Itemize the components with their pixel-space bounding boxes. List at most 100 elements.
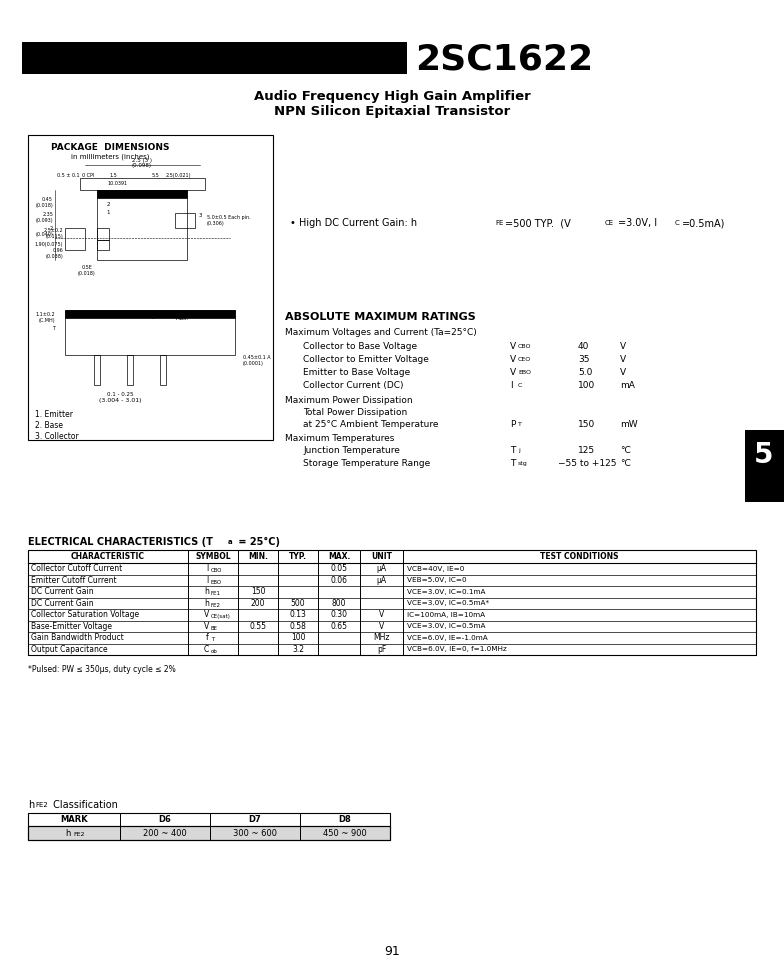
Text: CBO: CBO xyxy=(518,344,532,349)
Text: FE2: FE2 xyxy=(211,602,221,608)
Text: 1.1±0.2: 1.1±0.2 xyxy=(35,312,55,317)
Text: μA: μA xyxy=(376,564,387,573)
Text: h: h xyxy=(204,598,209,608)
Text: 0 CPI: 0 CPI xyxy=(82,173,94,178)
Text: BE: BE xyxy=(211,626,218,631)
Text: Audio Frequency High Gain Amplifier: Audio Frequency High Gain Amplifier xyxy=(254,90,530,103)
Bar xyxy=(28,135,273,440)
Text: CHARACTERISTIC: CHARACTERISTIC xyxy=(71,552,145,561)
Text: V: V xyxy=(204,622,209,631)
Text: mA: mA xyxy=(620,381,635,390)
Text: V: V xyxy=(510,355,516,364)
Text: V: V xyxy=(379,622,384,631)
Text: I: I xyxy=(207,564,209,573)
Text: T: T xyxy=(510,459,515,468)
Bar xyxy=(175,213,195,228)
Text: V: V xyxy=(620,355,626,364)
Bar xyxy=(28,813,390,840)
Text: C: C xyxy=(675,220,680,226)
Text: 1: 1 xyxy=(107,210,110,215)
Text: j: j xyxy=(518,448,520,453)
Text: 3.2: 3.2 xyxy=(292,645,304,654)
Text: C: C xyxy=(204,645,209,654)
Text: (0.115): (0.115) xyxy=(45,234,63,239)
Text: 1. Emitter: 1. Emitter xyxy=(35,410,73,419)
Bar xyxy=(97,190,187,260)
Text: 100: 100 xyxy=(578,381,595,390)
Text: f: f xyxy=(206,633,209,642)
Text: 5: 5 xyxy=(754,441,774,469)
Text: 3: 3 xyxy=(199,213,202,218)
Text: 500: 500 xyxy=(291,598,305,608)
Text: 0.55: 0.55 xyxy=(249,622,267,631)
Text: CEO: CEO xyxy=(518,357,532,362)
Text: V: V xyxy=(510,342,516,351)
Text: (0.0001): (0.0001) xyxy=(243,361,264,366)
Bar xyxy=(80,178,205,190)
Text: Maximum Voltages and Current (Ta=25°C): Maximum Voltages and Current (Ta=25°C) xyxy=(285,328,477,337)
Text: 5.0±0.5 Each pin.: 5.0±0.5 Each pin. xyxy=(207,215,251,220)
Text: 1.90(0.075): 1.90(0.075) xyxy=(34,242,63,247)
Text: 450 ~ 900: 450 ~ 900 xyxy=(323,828,367,838)
Text: FE: FE xyxy=(495,220,503,226)
Text: NPN Silicon Epitaxial Transistor: NPN Silicon Epitaxial Transistor xyxy=(274,105,510,118)
Text: at 25°C Ambient Temperature: at 25°C Ambient Temperature xyxy=(303,420,438,429)
Text: MIN.: MIN. xyxy=(248,552,268,561)
Text: Maximum Power Dissipation: Maximum Power Dissipation xyxy=(285,396,412,405)
Text: T: T xyxy=(211,637,214,642)
Text: EBO: EBO xyxy=(211,580,222,585)
Text: 200 ~ 400: 200 ~ 400 xyxy=(143,828,187,838)
Text: Max.: Max. xyxy=(176,316,189,321)
Text: MHz: MHz xyxy=(373,633,390,642)
Text: SYMBOL: SYMBOL xyxy=(195,552,230,561)
Bar xyxy=(28,826,390,840)
Text: ob: ob xyxy=(211,649,218,654)
Text: 5.0: 5.0 xyxy=(578,368,593,377)
Text: (0.040): (0.040) xyxy=(35,232,53,237)
Bar xyxy=(65,310,235,355)
Text: V: V xyxy=(379,610,384,619)
Text: Collector Current (DC): Collector Current (DC) xyxy=(303,381,404,390)
Text: a: a xyxy=(228,539,233,545)
Text: (0.018): (0.018) xyxy=(78,271,96,276)
Text: 0.45: 0.45 xyxy=(42,197,53,202)
Text: (0.018): (0.018) xyxy=(35,203,53,208)
Text: C: C xyxy=(518,383,522,388)
Text: CBO: CBO xyxy=(211,568,223,573)
Text: 0.45±0.1 A: 0.45±0.1 A xyxy=(243,355,270,360)
Text: pF: pF xyxy=(377,645,387,654)
Text: (0.306): (0.306) xyxy=(207,221,225,226)
Text: MAX.: MAX. xyxy=(328,552,350,561)
Text: DC Current Gain: DC Current Gain xyxy=(31,588,93,596)
Text: (C.MH): (C.MH) xyxy=(38,318,55,323)
Text: h: h xyxy=(28,800,34,810)
Text: 2: 2 xyxy=(50,226,53,231)
Text: P: P xyxy=(510,420,515,429)
Text: Maximum Temperatures: Maximum Temperatures xyxy=(285,434,394,443)
Text: 0.58: 0.58 xyxy=(289,622,307,631)
Text: FE2: FE2 xyxy=(35,802,48,808)
Text: VCB=40V, IE=0: VCB=40V, IE=0 xyxy=(407,565,464,572)
Text: CE(sat): CE(sat) xyxy=(211,614,230,619)
Text: FE2: FE2 xyxy=(73,833,85,838)
Bar xyxy=(127,355,133,385)
Text: Junction Temperature: Junction Temperature xyxy=(303,446,400,455)
Text: FE1: FE1 xyxy=(211,592,221,596)
Text: stg: stg xyxy=(518,461,528,466)
Text: D8: D8 xyxy=(339,815,351,824)
Text: Base-Emitter Voltage: Base-Emitter Voltage xyxy=(31,622,112,631)
Text: 125: 125 xyxy=(578,446,595,455)
Text: (0.038): (0.038) xyxy=(45,254,63,259)
Text: −55 to +125: −55 to +125 xyxy=(558,459,616,468)
Text: °C: °C xyxy=(620,446,631,455)
Text: 91: 91 xyxy=(384,945,400,958)
Text: 10.0391: 10.0391 xyxy=(108,181,128,186)
Bar xyxy=(22,42,407,74)
Bar xyxy=(28,826,390,840)
Text: 2. Base: 2. Base xyxy=(35,421,63,430)
Text: h: h xyxy=(66,828,71,838)
Text: • High DC Current Gain: h: • High DC Current Gain: h xyxy=(290,218,417,228)
Text: UNIT: UNIT xyxy=(371,552,392,561)
Text: I: I xyxy=(207,576,209,585)
Text: Output Capacitance: Output Capacitance xyxy=(31,645,107,654)
